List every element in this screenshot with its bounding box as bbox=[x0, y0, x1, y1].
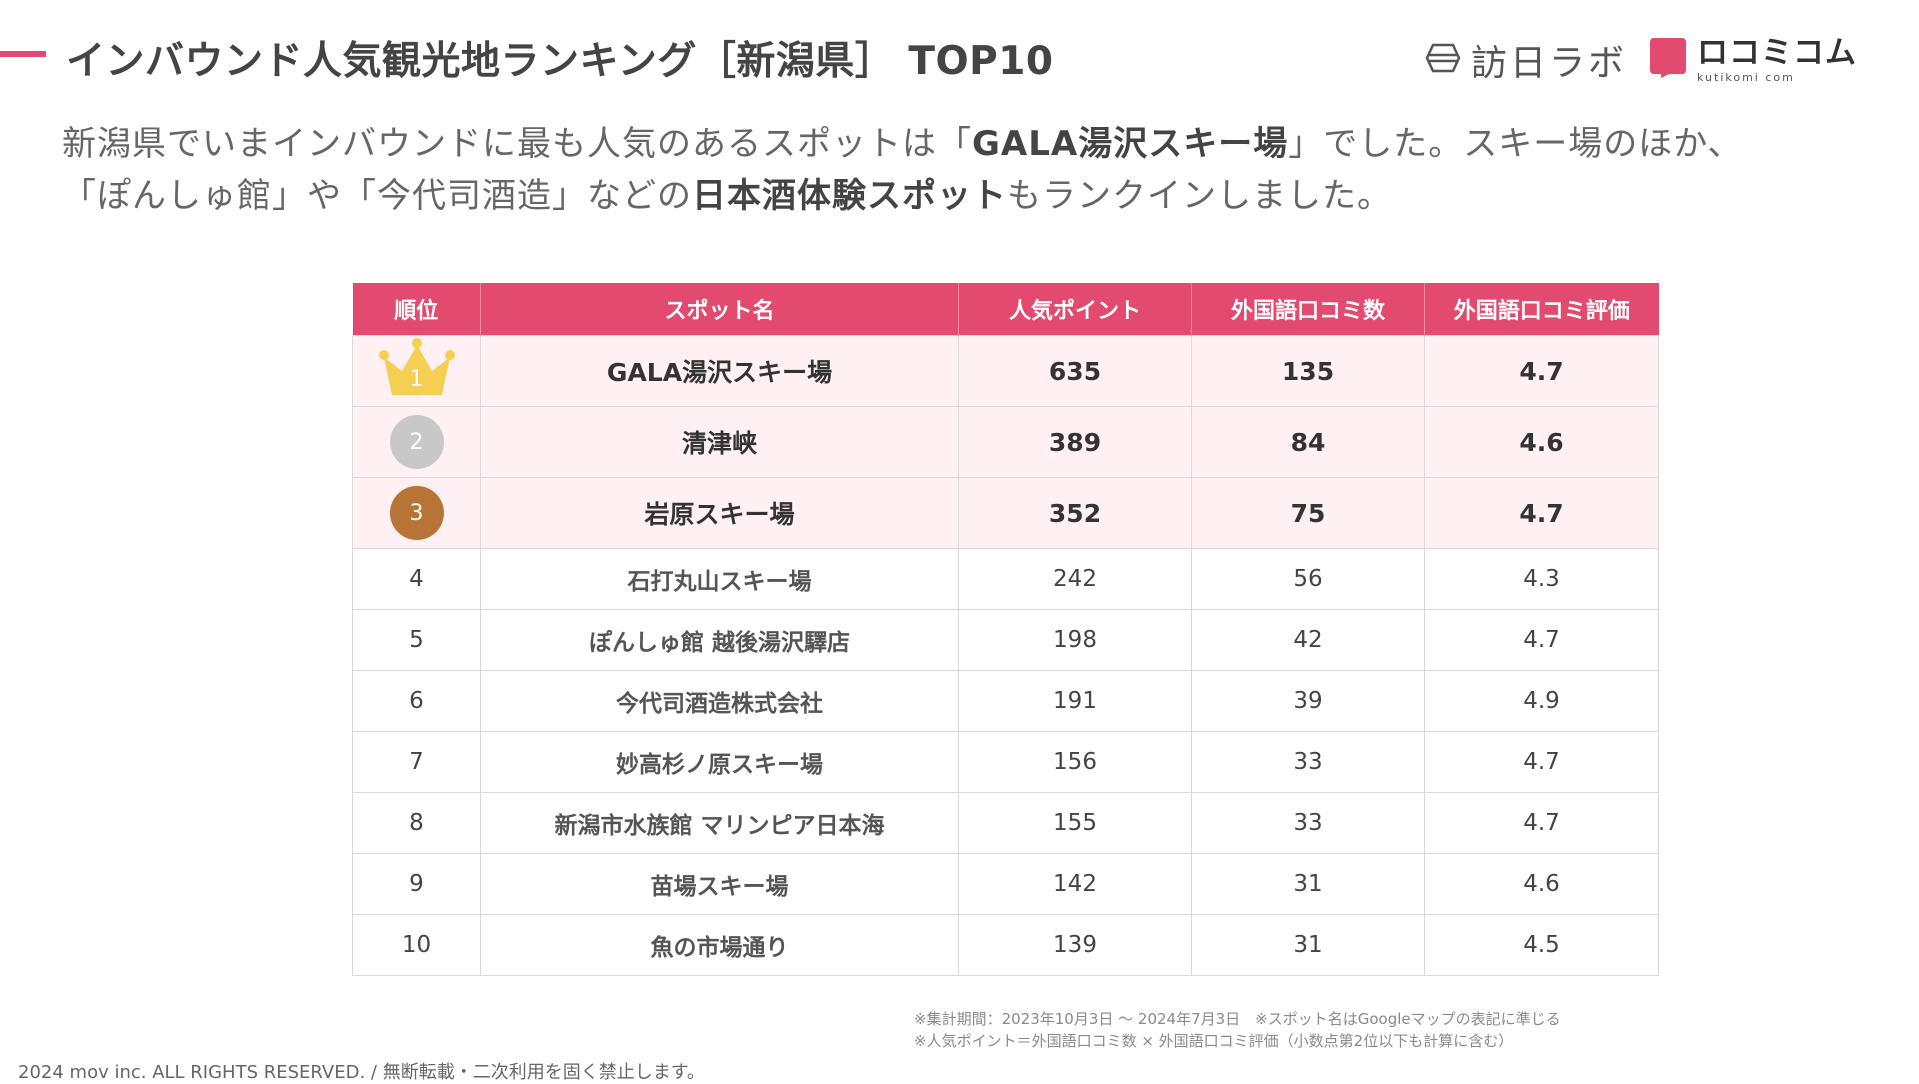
spot-name-cell: 石打丸山スキー場 bbox=[480, 548, 959, 610]
footnote-formula: ※人気ポイント＝外国語口コミ数 × 外国語口コミ評価（小数点第2位以下も計算に含… bbox=[914, 1032, 1514, 1050]
review-rating-cell: 4.9 bbox=[1424, 670, 1659, 732]
review-rating-cell: 4.6 bbox=[1424, 853, 1659, 915]
spot-name-cell: 今代司酒造株式会社 bbox=[480, 670, 959, 732]
table-row: 6 今代司酒造株式会社 191 39 4.9 bbox=[352, 670, 1659, 732]
review-rating-cell: 4.7 bbox=[1424, 609, 1659, 671]
table-row: 9 苗場スキー場 142 31 4.6 bbox=[352, 853, 1659, 915]
points-cell: 635 bbox=[958, 335, 1192, 407]
review-rating-cell: 4.7 bbox=[1424, 335, 1659, 407]
table-row: 4 石打丸山スキー場 242 56 4.3 bbox=[352, 548, 1659, 610]
slide-title: インバウンド人気観光地ランキング［新潟県］ TOP10 bbox=[66, 39, 1054, 84]
lead-line-1-suffix: 」でした。スキー場のほか、 bbox=[1288, 124, 1743, 164]
points-cell: 352 bbox=[958, 477, 1192, 549]
kuchikomi-logo-main: ロコミコム bbox=[1697, 34, 1857, 71]
points-cell: 198 bbox=[958, 609, 1192, 671]
points-cell: 155 bbox=[958, 792, 1192, 854]
crown-icon: 1 bbox=[378, 337, 456, 399]
lead-line-2-prefix: 「ぽんしゅ館」や「今代司酒造」などの bbox=[62, 176, 692, 216]
lead-line-2-highlight: 日本酒体験スポット bbox=[692, 176, 1007, 216]
table-row: 10 魚の市場通り 139 31 4.5 bbox=[352, 914, 1659, 976]
rank-cell: 10 bbox=[352, 914, 481, 976]
review-rating-cell: 4.6 bbox=[1424, 406, 1659, 478]
spot-name-cell: 苗場スキー場 bbox=[480, 853, 959, 915]
points-cell: 142 bbox=[958, 853, 1192, 915]
rank-cell: 9 bbox=[352, 853, 481, 915]
review-rating-cell: 4.5 bbox=[1424, 914, 1659, 976]
rank-cell: 8 bbox=[352, 792, 481, 854]
silver-medal-icon: 2 bbox=[389, 415, 444, 469]
rank-cell: 1 bbox=[352, 335, 481, 407]
spot-name-cell: 岩原スキー場 bbox=[480, 477, 959, 549]
rank-cell: 4 bbox=[352, 548, 481, 610]
logo-group: 訪日ラボ ロコミコム kutikomi com bbox=[1425, 34, 1857, 86]
review-count-cell: 39 bbox=[1191, 670, 1425, 732]
houjin-lab-logo: 訪日ラボ bbox=[1425, 34, 1627, 86]
table-row: 8 新潟市水族館 マリンピア日本海 155 33 4.7 bbox=[352, 792, 1659, 854]
lead-text: 新潟県でいまインバウンドに最も人気のあるスポットは「GALA湯沢スキー場」でした… bbox=[62, 118, 1862, 222]
review-count-cell: 31 bbox=[1191, 914, 1425, 976]
kuchikomi-logo-sub: kutikomi com bbox=[1697, 70, 1795, 84]
review-rating-cell: 4.7 bbox=[1424, 731, 1659, 793]
rank-cell: 2 bbox=[352, 406, 481, 478]
points-cell: 389 bbox=[958, 406, 1192, 478]
lead-line-2: 「ぽんしゅ館」や「今代司酒造」などの日本酒体験スポットもランクインしました。 bbox=[62, 170, 1862, 222]
review-count-cell: 33 bbox=[1191, 731, 1425, 793]
kuchikomi-logo-text: ロコミコム kutikomi com bbox=[1697, 34, 1857, 84]
footnotes: ※集計期間：2023年10月3日 〜 2024年7月3日 ※スポット名はGoog… bbox=[914, 1008, 1561, 1052]
review-rating-cell: 4.3 bbox=[1424, 548, 1659, 610]
column-header-review-count: 外国語口コミ数 bbox=[1191, 283, 1425, 336]
lead-line-1-highlight: GALA湯沢スキー場 bbox=[972, 124, 1289, 164]
ranking-table: 順位 スポット名 人気ポイント 外国語口コミ数 外国語口コミ評価 1 GAL bbox=[352, 283, 1659, 976]
rank-cell: 5 bbox=[352, 609, 481, 671]
points-cell: 191 bbox=[958, 670, 1192, 732]
column-header-rank: 順位 bbox=[352, 283, 481, 336]
spot-name-cell: 魚の市場通り bbox=[480, 914, 959, 976]
rank-number: 1 bbox=[409, 367, 424, 392]
spot-name-cell: ぽんしゅ館 越後湯沢驛店 bbox=[480, 609, 959, 671]
spot-name-cell: 清津峡 bbox=[480, 406, 959, 478]
table-row: 5 ぽんしゅ館 越後湯沢驛店 198 42 4.7 bbox=[352, 609, 1659, 671]
review-count-cell: 42 bbox=[1191, 609, 1425, 671]
houjin-lab-logo-text: 訪日ラボ bbox=[1470, 43, 1627, 84]
table-row: 1 GALA湯沢スキー場 635 135 4.7 bbox=[352, 335, 1659, 407]
table-row: 2 清津峡 389 84 4.6 bbox=[352, 406, 1659, 478]
footnote-period: ※集計期間：2023年10月3日 〜 2024年7月3日 ※スポット名はGoog… bbox=[914, 1010, 1561, 1028]
lead-line-1: 新潟県でいまインバウンドに最も人気のあるスポットは「GALA湯沢スキー場」でした… bbox=[62, 118, 1862, 170]
rank-cell: 3 bbox=[352, 477, 481, 549]
review-rating-cell: 4.7 bbox=[1424, 477, 1659, 549]
spot-name-cell: 新潟市水族館 マリンピア日本海 bbox=[480, 792, 959, 854]
table-header-row: 順位 スポット名 人気ポイント 外国語口コミ数 外国語口コミ評価 bbox=[352, 283, 1659, 336]
rank-cell: 6 bbox=[352, 670, 481, 732]
column-header-review-rating: 外国語口コミ評価 bbox=[1424, 283, 1659, 336]
points-cell: 139 bbox=[958, 914, 1192, 976]
lead-line-1-prefix: 新潟県でいまインバウンドに最も人気のあるスポットは「 bbox=[62, 124, 972, 164]
bronze-medal-icon: 3 bbox=[389, 486, 444, 540]
lead-line-2-suffix: もランクインしました。 bbox=[1007, 176, 1392, 216]
points-cell: 156 bbox=[958, 731, 1192, 793]
table-row: 7 妙高杉ノ原スキー場 156 33 4.7 bbox=[352, 731, 1659, 793]
houjin-lab-logo-icon bbox=[1425, 43, 1461, 77]
table-row: 3 岩原スキー場 352 75 4.7 bbox=[352, 477, 1659, 549]
points-cell: 242 bbox=[958, 548, 1192, 610]
kuchikomi-logo-icon bbox=[1649, 37, 1687, 83]
spot-name-cell: GALA湯沢スキー場 bbox=[480, 335, 959, 407]
copyright-text: 2024 mov inc. ALL RIGHTS RESERVED. / 無断転… bbox=[18, 1062, 705, 1083]
title-accent-bar bbox=[0, 51, 46, 57]
review-rating-cell: 4.7 bbox=[1424, 792, 1659, 854]
review-count-cell: 31 bbox=[1191, 853, 1425, 915]
column-header-spot-name: スポット名 bbox=[480, 283, 959, 336]
review-count-cell: 84 bbox=[1191, 406, 1425, 478]
review-count-cell: 135 bbox=[1191, 335, 1425, 407]
rank-cell: 7 bbox=[352, 731, 481, 793]
spot-name-cell: 妙高杉ノ原スキー場 bbox=[480, 731, 959, 793]
review-count-cell: 75 bbox=[1191, 477, 1425, 549]
column-header-points: 人気ポイント bbox=[958, 283, 1192, 336]
kuchikomi-logo: ロコミコム kutikomi com bbox=[1649, 37, 1857, 83]
review-count-cell: 33 bbox=[1191, 792, 1425, 854]
review-count-cell: 56 bbox=[1191, 548, 1425, 610]
